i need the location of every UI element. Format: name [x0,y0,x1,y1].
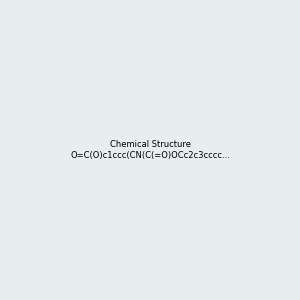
Text: Chemical Structure
O=C(O)c1ccc(CN(C(=O)OCc2c3cccc...: Chemical Structure O=C(O)c1ccc(CN(C(=O)O… [70,140,230,160]
